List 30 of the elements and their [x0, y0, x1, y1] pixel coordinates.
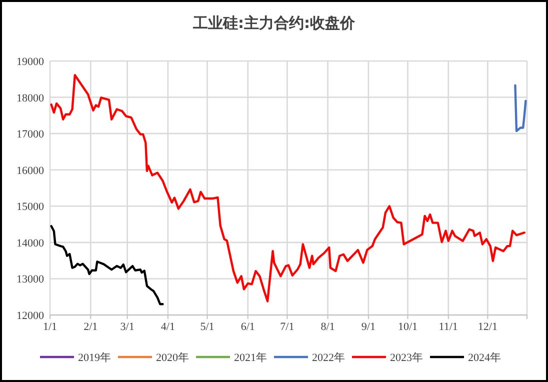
- y-tick-label: 14000: [16, 237, 44, 250]
- y-tick-label: 12000: [16, 310, 44, 322]
- legend-label: 2023年: [390, 352, 423, 364]
- x-tick-label: 12/1: [478, 321, 498, 333]
- x-tick-label: 6/1: [240, 321, 255, 333]
- legend-label: 2019年: [78, 352, 111, 364]
- x-tick-label: 7/1: [280, 321, 294, 333]
- legend-label: 2024年: [468, 352, 501, 364]
- chart-title: 工业硅:主力合约:收盘价: [192, 14, 356, 32]
- legend-label: 2021年: [234, 352, 267, 364]
- legend-label: 2020年: [156, 352, 189, 364]
- y-tick-label: 18000: [16, 92, 44, 104]
- line-series: [514, 84, 527, 132]
- x-tick-label: 10/1: [398, 321, 418, 333]
- x-tick-label: 3/1: [120, 321, 134, 333]
- line-series: [50, 225, 164, 306]
- x-tick-label: 2/1: [84, 321, 98, 333]
- x-tick-label: 9/1: [361, 321, 376, 333]
- line-series: [50, 74, 526, 302]
- y-tick-label: 16000: [16, 164, 44, 177]
- y-tick-label: 15000: [16, 201, 44, 214]
- x-tick-label: 5/1: [200, 321, 214, 333]
- legend-label: 2022年: [312, 352, 345, 364]
- x-tick-label: 8/1: [320, 321, 335, 333]
- x-tick-label: 1/1: [42, 321, 58, 333]
- x-tick-label: 4/1: [160, 321, 175, 333]
- y-tick-label: 19000: [16, 56, 44, 68]
- x-tick-label: 11/1: [438, 321, 458, 333]
- y-tick-label: 17000: [16, 128, 44, 141]
- y-tick-label: 13000: [16, 274, 44, 286]
